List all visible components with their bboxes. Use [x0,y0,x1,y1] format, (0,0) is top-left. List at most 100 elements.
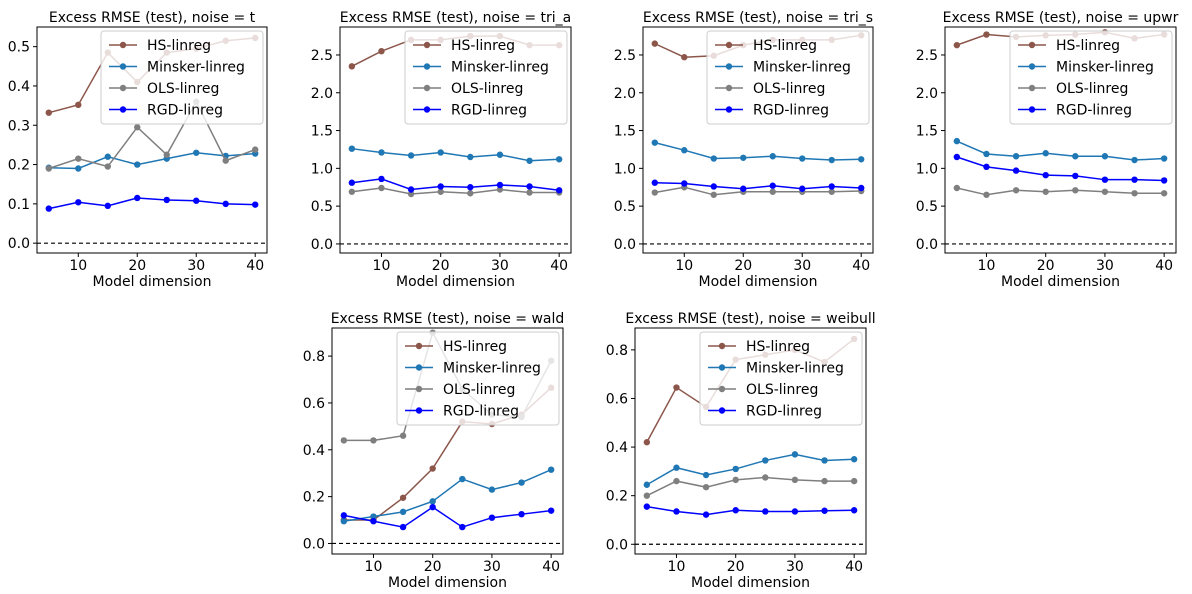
data-point [370,513,377,520]
legend-marker [423,106,431,113]
x-tick-label: 30 [187,258,205,274]
legend-box [100,30,264,125]
data-point [983,191,990,198]
series-line-minsker-linreg [48,152,256,170]
legend-box [396,331,560,426]
series-line-minsker-linreg [351,147,560,162]
data-point [340,512,348,519]
data-point [348,179,356,186]
legend-marker [1028,41,1036,49]
legend-entry: Minsker-linreg [715,60,851,76]
data-point [496,151,504,158]
legend-marker [725,41,733,49]
y-tick-label: 0.6 [606,391,628,407]
series-line-ols-linreg [351,187,560,195]
data-point [1131,176,1138,183]
x-tick-label: 20 [432,258,450,274]
data-point [821,507,828,514]
y-tick-label: 0.2 [606,489,628,505]
y-tick-label: 1.0 [311,161,333,177]
legend-label: OLS-linreg [753,81,825,97]
data-point [769,153,776,160]
legend-entry: RGD-linreg [405,404,519,420]
data-point [526,157,533,164]
y-tick-label: 0.0 [614,237,636,253]
data-point [75,165,82,172]
legend-label: Minsker-linreg [443,361,541,377]
data-point [547,507,555,514]
chart-panel-3: Excess RMSE (test), noise = tri_s HS-linr… [614,10,874,290]
chart-title: Excess RMSE (test), noise = tri_a [340,10,572,26]
chart-panel-5: Excess RMSE (test), noise = wald HS-linre… [303,311,565,591]
plot-frame [339,26,572,254]
y-tick-label: 2.0 [311,86,333,102]
data-point [193,197,200,204]
legend-entry: HS-linreg [413,38,515,54]
legend-marker [415,385,423,393]
data-point [378,149,385,156]
series-minsker-linreg [651,139,865,164]
legend-marker [119,106,127,113]
data-point [459,475,466,483]
data-point [429,503,436,511]
plot-frame [642,26,874,254]
data-point [1072,153,1079,160]
data-point [555,156,563,163]
data-point [252,201,259,208]
data-point [104,163,111,170]
data-point [526,183,533,190]
y-tick-label: 2.5 [311,48,333,64]
legend-marker [423,41,431,49]
y-tick-label: 0.4 [8,79,30,95]
x-tick-label: 40 [550,258,568,274]
data-point [407,190,415,198]
data-point [518,479,525,486]
legend-label: HS-linreg [1056,38,1120,54]
x-tick-label: 20 [734,258,752,274]
legend-entry: Minsker-linreg [109,60,245,76]
data-point [858,156,865,163]
data-point [850,507,858,514]
legend-entry: OLS-linreg [405,382,515,398]
y-tick-label: 0.2 [303,490,325,506]
legend-marker [423,63,431,70]
series-line-minsker-linreg [343,469,552,522]
legend-marker [1028,106,1036,113]
data-point [526,189,533,196]
data-point [193,149,200,156]
data-point [467,153,474,161]
data-point [163,196,170,204]
legend-label: OLS-linreg [147,81,219,97]
data-point [828,183,835,190]
legend-entry: OLS-linreg [708,382,818,398]
y-tick-label: 1.0 [614,161,636,177]
data-point [953,153,961,161]
series-line-rgd-linreg [654,181,862,190]
data-point [252,146,259,153]
data-point [702,483,710,491]
data-point [821,457,828,464]
data-point [1072,172,1079,180]
data-point [104,153,111,160]
data-point [762,508,769,515]
data-point [651,40,658,47]
series-line-ols-linreg [646,476,855,497]
data-point [673,508,680,515]
data-point [340,518,348,525]
y-tick-label: 0.2 [8,158,30,174]
legend-label: Minsker-linreg [451,60,549,76]
data-point [75,101,82,109]
x-axis-label: Model dimension [698,274,817,290]
plot-frame [36,26,268,254]
series-minsker-linreg [340,466,555,525]
chart-title: Excess RMSE (test), noise = upwr [943,10,1179,26]
legend-label: OLS-linreg [443,382,515,398]
legend-label: RGD-linreg [147,103,223,119]
data-point [399,494,407,501]
series-line-ols-linreg [956,187,1165,196]
data-point [1042,188,1049,195]
data-point [1131,156,1138,164]
legend: HS-linreg Minsker-linreg OLS-linreg RGD-lin… [396,331,560,426]
y-tick-label: 0.3 [8,118,30,134]
legend-marker [1028,84,1036,92]
